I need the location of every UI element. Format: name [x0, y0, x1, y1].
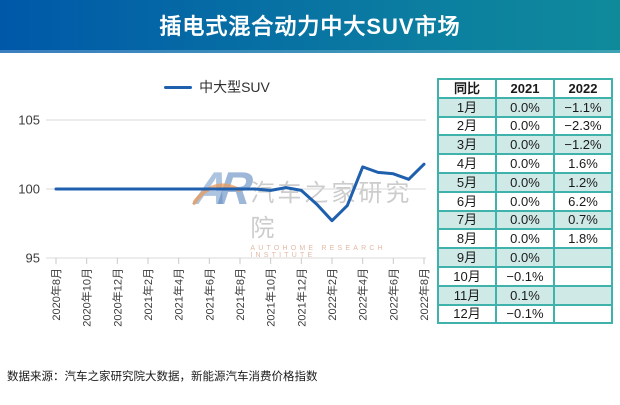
table-cell: 1.2% [553, 171, 613, 193]
table-cell: 6.2% [553, 190, 613, 212]
data-source: 数据来源：汽车之家研究院大数据，新能源汽车消费价格指数 [7, 371, 318, 383]
table-cell [553, 284, 613, 306]
table-cell: 0.0% [495, 209, 555, 231]
table-cell: 10月 [437, 265, 497, 287]
x-axis-tick-label: 2022年6月 [386, 268, 400, 321]
table-cell: 0.7% [553, 209, 613, 231]
x-axis-tick-label: 2021年8月 [233, 268, 247, 321]
table-cell: 0.0% [495, 134, 555, 156]
y-axis-tick-label: 100 [18, 182, 40, 197]
table-row: 6月 0.0% 6.2% [437, 190, 613, 212]
table-row: 9月 0.0% [437, 247, 613, 268]
table-cell: 1月 [437, 96, 497, 118]
table-row: 1月 0.0% −1.1% [437, 96, 613, 118]
table-cell: 0.0% [495, 171, 555, 193]
table-cell: −0.1% [495, 265, 555, 287]
table-cell [553, 303, 613, 325]
table-cell: 9月 [437, 247, 497, 268]
table-cell: 3月 [437, 134, 497, 156]
table-cell: 0.0% [495, 153, 555, 174]
header-banner: 插电式混合动力中大SUV市场 [0, 0, 620, 50]
series-line [54, 162, 426, 223]
x-axis-tick-label: 2021年4月 [172, 268, 186, 321]
table-cell: −1.1% [553, 96, 613, 118]
table-row: 8月 0.0% 1.8% [437, 228, 613, 250]
legend-line-marker [164, 85, 193, 89]
table-cell: 0.0% [495, 247, 555, 268]
table-cell: 0.0% [495, 115, 555, 137]
table-row: 5月 0.0% 1.2% [437, 171, 613, 193]
line-chart: A R 汽车之家研究院 AUTOHOME RESEARCH INSTITUTE … [0, 53, 434, 358]
table-row: 7月 0.0% 0.7% [437, 209, 613, 231]
table-cell: −0.1% [495, 303, 555, 325]
table-header-cell: 2021 [495, 78, 555, 99]
table-row: 10月 −0.1% [437, 265, 613, 287]
table-cell: 6月 [437, 190, 497, 212]
x-axis-tick-label: 2022年2月 [325, 268, 339, 321]
table-row: 2月 0.0% −2.3% [437, 115, 613, 137]
table-cell: 8月 [437, 228, 497, 250]
table-cell: 11月 [437, 284, 497, 306]
x-axis-tick-label: 2021年10月 [264, 268, 278, 327]
table-cell: −1.2% [553, 134, 613, 156]
legend-label: 中大型SUV [199, 79, 270, 95]
table-cell: 7月 [437, 209, 497, 231]
header-divider [0, 50, 620, 53]
x-axis-tick-label: 2022年4月 [356, 268, 370, 321]
yoy-table: 同比 2021 2022 1月 0.0% −1.1% 2月 0.0% −2.3% 3月 0.0% −1… [437, 78, 613, 325]
x-axis-tick-label: 2021年6月 [202, 268, 216, 321]
table-cell: −2.3% [553, 115, 613, 137]
x-axis-tick-label: 2020年12月 [110, 268, 124, 327]
table-cell: 1.8% [553, 228, 613, 250]
table-row: 12月 −0.1% [437, 303, 613, 325]
table-cell: 0.1% [495, 284, 555, 306]
x-axis-tick-label: 2020年10月 [80, 268, 94, 327]
table-header-row: 同比 2021 2022 [437, 78, 613, 99]
table-cell: 0.0% [495, 96, 555, 118]
x-axis-tick-label: 2022年8月 [417, 268, 431, 321]
table-cell: 0.0% [495, 228, 555, 250]
y-axis-tick-label: 105 [18, 113, 40, 128]
table-header-cell: 同比 [437, 78, 497, 99]
table-row: 4月 0.0% 1.6% [437, 153, 613, 174]
x-axis-tick-label: 2021年12月 [294, 268, 308, 327]
table-cell: 4月 [437, 153, 497, 174]
chart-canvas: 105 100 95 2020年8月 2020年10月 2020年12月 2021年2月 20… [18, 113, 431, 327]
table-cell [553, 247, 613, 268]
table-header-cell: 2022 [553, 78, 613, 99]
table-cell: 2月 [437, 115, 497, 137]
table-cell: 12月 [437, 303, 497, 325]
table-cell: 1.6% [553, 153, 613, 174]
table-cell: 5月 [437, 171, 497, 193]
table-row: 3月 0.0% −1.2% [437, 134, 613, 156]
x-axis-tick-label: 2020年8月 [49, 268, 63, 321]
page-title: 插电式混合动力中大SUV市场 [159, 14, 461, 39]
table-row: 11月 0.1% [437, 284, 613, 306]
chart-legend: 中大型SUV [0, 77, 434, 97]
y-axis-tick-label: 95 [26, 251, 40, 266]
x-axis-tick-label: 2021年2月 [141, 268, 155, 321]
table-cell [553, 265, 613, 287]
table-cell: 0.0% [495, 190, 555, 212]
